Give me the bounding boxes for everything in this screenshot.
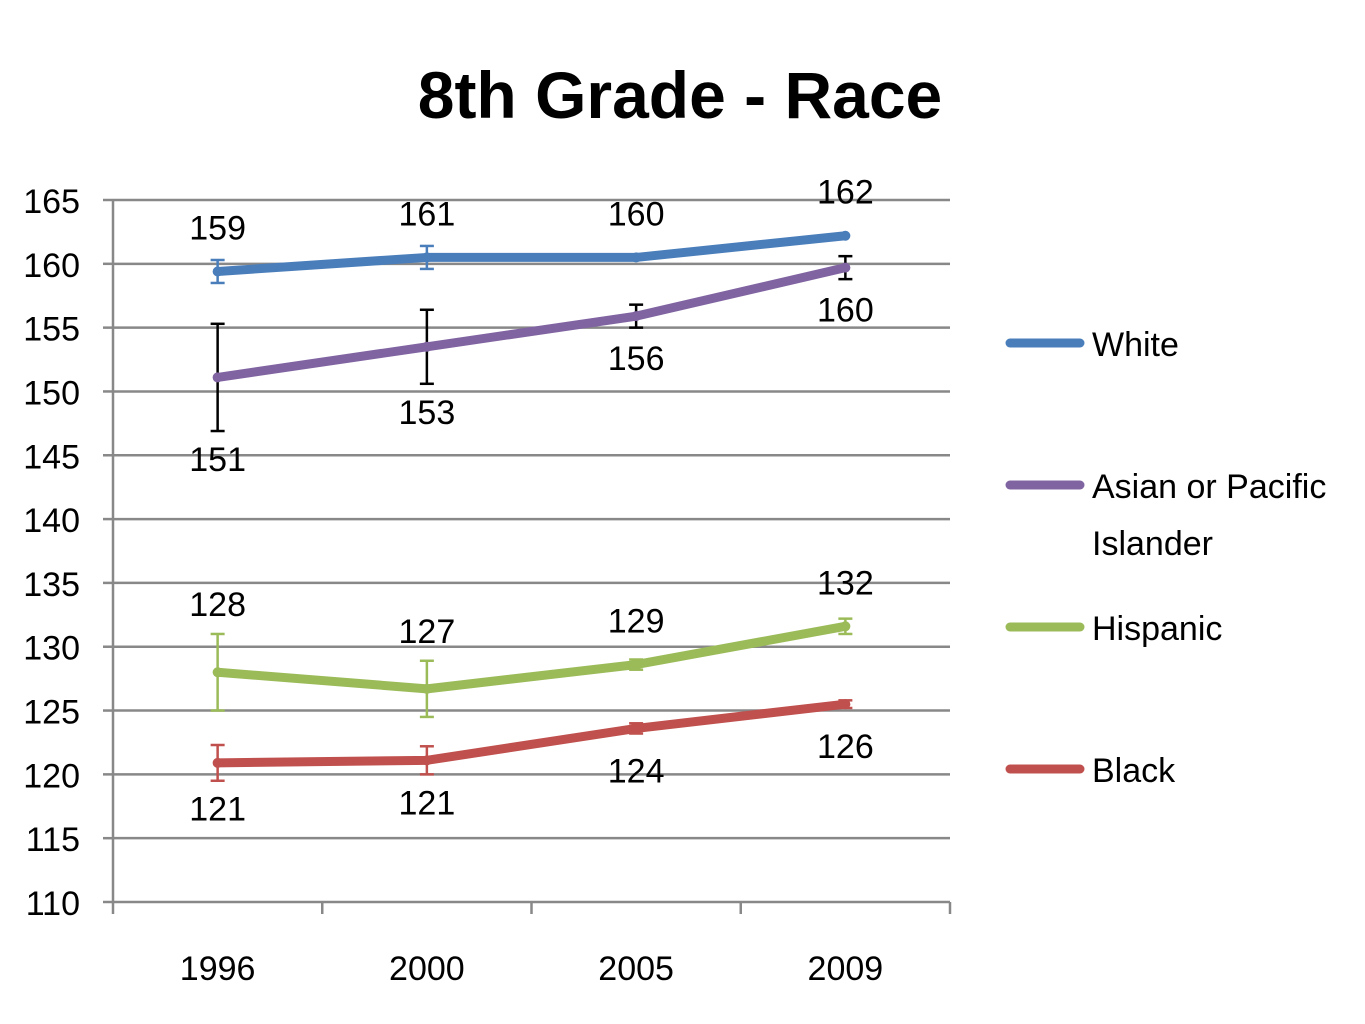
legend-label-line: Islander	[1092, 525, 1213, 563]
legend-item: Asian or Pacific Islander	[1005, 468, 1326, 563]
data-point	[840, 230, 851, 241]
data-point	[421, 252, 432, 263]
data-label: 127	[399, 613, 456, 651]
data-point	[631, 311, 642, 322]
legend-label-line: Asian or Pacific	[1092, 468, 1326, 506]
data-point	[212, 667, 223, 678]
series-black: 121 121 124 126	[189, 699, 874, 829]
chart-title: 8th Grade - Race	[418, 58, 943, 132]
data-point	[840, 699, 851, 710]
data-label: 121	[399, 784, 456, 822]
x-tick-label: 2005	[598, 950, 674, 988]
legend-label: Asian or Pacific Islander	[1092, 468, 1326, 563]
x-tick-label: 1996	[180, 950, 256, 988]
y-tick-label: 145	[23, 438, 80, 476]
x-axis-ticks: 1996 2000 2005 2009	[180, 950, 883, 988]
y-tick-label: 135	[23, 566, 80, 604]
axes	[111, 200, 952, 914]
legend-item: Black	[1005, 752, 1176, 790]
data-label: 153	[399, 394, 456, 432]
legend-label: Black	[1092, 752, 1176, 790]
legend-label: White	[1092, 326, 1179, 364]
legend: White Asian or Pacific Islander Hispanic Bla…	[1005, 326, 1326, 790]
legend-item: White	[1005, 326, 1179, 364]
series-hispanic: 128 127 129 132	[189, 564, 874, 719]
data-point	[840, 621, 851, 632]
data-point	[631, 723, 642, 734]
legend-label-line: Hispanic	[1092, 610, 1222, 648]
y-tick-label: 110	[26, 885, 80, 923]
y-tick-label: 130	[23, 630, 80, 668]
y-tick-label: 160	[23, 247, 80, 285]
y-tick-label: 125	[23, 694, 80, 732]
data-label: 129	[608, 603, 665, 641]
data-point	[631, 252, 642, 263]
data-label: 156	[608, 340, 665, 378]
series-line	[213, 699, 850, 768]
data-point	[212, 757, 223, 768]
y-tick-label: 155	[23, 311, 80, 349]
x-tick-label: 2009	[808, 950, 884, 988]
data-point	[631, 659, 642, 670]
data-point	[421, 341, 432, 352]
data-label: 160	[608, 195, 665, 233]
series-line	[213, 231, 850, 276]
series-line	[213, 621, 850, 694]
data-point	[212, 372, 223, 383]
series-asian-or-pacific-islander: 151 153 156 160	[189, 254, 874, 479]
data-label: 159	[189, 209, 246, 247]
y-axis-ticks: 110 115 120 125 130 135 140 145 150 155 160 165	[23, 183, 80, 923]
data-point	[421, 755, 432, 766]
data-label: 151	[189, 441, 246, 479]
legend-label: Hispanic	[1092, 610, 1222, 648]
series-white: 159 161 160 162	[189, 174, 874, 285]
y-tick-label: 150	[23, 374, 80, 412]
legend-label-line: White	[1092, 326, 1179, 364]
data-label: 160	[817, 292, 874, 330]
series-line	[213, 263, 850, 382]
y-tick-label: 120	[23, 757, 80, 795]
data-point	[212, 266, 223, 277]
data-label: 161	[399, 195, 456, 233]
y-tick-label: 115	[26, 821, 80, 859]
data-label: 121	[189, 791, 246, 829]
data-label: 124	[608, 752, 665, 790]
data-point	[421, 683, 432, 694]
y-tick-label: 140	[23, 502, 80, 540]
y-tick-label: 165	[23, 183, 80, 221]
data-label: 162	[817, 174, 874, 212]
legend-label-line: Black	[1092, 752, 1176, 790]
data-label: 126	[817, 728, 874, 766]
data-label: 132	[817, 564, 874, 602]
data-label: 128	[189, 586, 246, 624]
legend-item: Hispanic	[1005, 610, 1222, 648]
x-tick-label: 2000	[389, 950, 465, 988]
data-point	[840, 262, 851, 273]
